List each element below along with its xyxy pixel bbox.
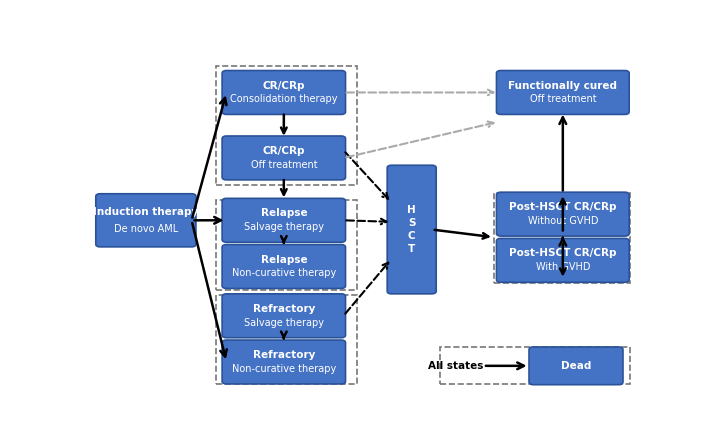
Text: Induction therapy: Induction therapy — [93, 207, 199, 217]
FancyArrowPatch shape — [346, 90, 494, 95]
Text: Non-curative therapy: Non-curative therapy — [232, 364, 336, 374]
Text: Refractory: Refractory — [253, 350, 315, 360]
FancyArrowPatch shape — [346, 121, 494, 157]
Text: Relapse: Relapse — [260, 255, 307, 264]
Text: Salvage therapy: Salvage therapy — [244, 318, 324, 328]
FancyBboxPatch shape — [529, 347, 623, 385]
FancyArrowPatch shape — [281, 180, 286, 195]
FancyArrowPatch shape — [559, 117, 566, 191]
FancyArrowPatch shape — [281, 114, 286, 133]
Bar — [216, 295, 357, 384]
FancyArrowPatch shape — [192, 98, 227, 218]
Text: CR/CRp: CR/CRp — [263, 146, 305, 156]
Text: Without GVHD: Without GVHD — [528, 216, 598, 226]
FancyArrowPatch shape — [192, 223, 227, 357]
FancyBboxPatch shape — [222, 340, 345, 384]
FancyBboxPatch shape — [496, 192, 629, 236]
Bar — [440, 347, 630, 384]
FancyArrowPatch shape — [486, 363, 524, 369]
Text: With GVHD: With GVHD — [536, 262, 590, 272]
Text: Refractory: Refractory — [253, 304, 315, 314]
Text: Off treatment: Off treatment — [251, 160, 317, 170]
Text: Non-curative therapy: Non-curative therapy — [232, 268, 336, 278]
Text: All states: All states — [428, 361, 484, 371]
Text: CR/CRp: CR/CRp — [263, 80, 305, 90]
Text: De novo AML: De novo AML — [114, 224, 178, 234]
Bar — [216, 200, 357, 290]
FancyBboxPatch shape — [496, 70, 629, 114]
Text: Off treatment: Off treatment — [529, 94, 596, 104]
FancyBboxPatch shape — [222, 198, 345, 242]
FancyArrowPatch shape — [281, 236, 286, 243]
FancyBboxPatch shape — [388, 165, 436, 294]
FancyBboxPatch shape — [222, 245, 345, 288]
FancyBboxPatch shape — [222, 136, 345, 180]
Text: Functionally cured: Functionally cured — [508, 80, 617, 90]
Text: Post-HSCT CR/CRp: Post-HSCT CR/CRp — [509, 248, 616, 258]
FancyBboxPatch shape — [496, 239, 629, 282]
Bar — [494, 193, 630, 284]
FancyBboxPatch shape — [222, 70, 345, 114]
FancyArrowPatch shape — [345, 152, 388, 199]
Text: Dead: Dead — [561, 361, 591, 371]
Text: H
S
C
T: H S C T — [407, 205, 416, 254]
FancyArrowPatch shape — [559, 238, 566, 246]
FancyArrowPatch shape — [194, 217, 221, 224]
FancyBboxPatch shape — [95, 194, 196, 247]
FancyArrowPatch shape — [281, 332, 286, 338]
FancyArrowPatch shape — [345, 263, 388, 314]
FancyArrowPatch shape — [560, 199, 566, 231]
FancyBboxPatch shape — [222, 294, 345, 338]
FancyArrowPatch shape — [346, 219, 386, 224]
Bar — [216, 66, 357, 185]
Text: Salvage therapy: Salvage therapy — [244, 222, 324, 232]
Text: Post-HSCT CR/CRp: Post-HSCT CR/CRp — [509, 202, 616, 212]
FancyArrowPatch shape — [435, 230, 489, 239]
FancyArrowPatch shape — [560, 244, 566, 274]
Text: Relapse: Relapse — [260, 208, 307, 218]
Text: Consolidation therapy: Consolidation therapy — [230, 94, 338, 104]
